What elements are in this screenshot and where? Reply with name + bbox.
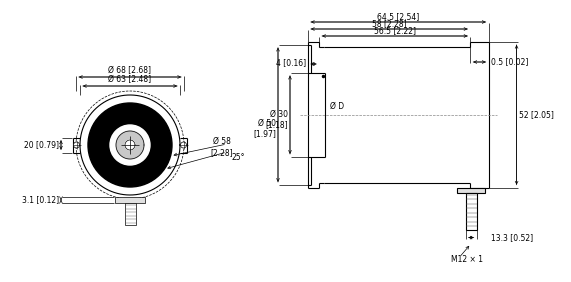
Bar — [465, 193, 477, 230]
Text: Ø 58
[2.28]: Ø 58 [2.28] — [211, 137, 234, 157]
Text: Ø 30
[1.18]: Ø 30 [1.18] — [266, 110, 288, 129]
Text: 56.5 [2.22]: 56.5 [2.22] — [374, 26, 416, 35]
Circle shape — [125, 140, 135, 150]
Circle shape — [74, 142, 79, 148]
Text: Ø 63 [2.48]: Ø 63 [2.48] — [108, 75, 151, 84]
Circle shape — [88, 103, 172, 187]
Text: 3.1 [0.12]: 3.1 [0.12] — [22, 195, 59, 204]
Bar — [457, 188, 485, 193]
Text: 13.3 [0.52]: 13.3 [0.52] — [490, 233, 533, 242]
Text: 52 [2.05]: 52 [2.05] — [518, 110, 553, 119]
Circle shape — [110, 125, 150, 165]
Text: 25°: 25° — [231, 153, 245, 162]
Bar — [115, 197, 145, 203]
Text: 64.5 [2.54]: 64.5 [2.54] — [377, 12, 420, 21]
Circle shape — [116, 131, 144, 159]
Text: 4 [0.16]: 4 [0.16] — [276, 58, 306, 67]
Text: 0.5 [0.02]: 0.5 [0.02] — [490, 58, 528, 67]
Bar — [124, 203, 135, 225]
Text: Ø 50
[1.97]: Ø 50 [1.97] — [253, 119, 276, 138]
Text: 20 [0.79]: 20 [0.79] — [24, 140, 59, 149]
Text: M12 × 1: M12 × 1 — [451, 255, 483, 264]
Text: Ø 68 [2.68]: Ø 68 [2.68] — [108, 66, 151, 75]
Text: 58 [2.28]: 58 [2.28] — [372, 19, 407, 28]
Text: Ø D: Ø D — [330, 102, 344, 111]
Circle shape — [180, 142, 187, 148]
